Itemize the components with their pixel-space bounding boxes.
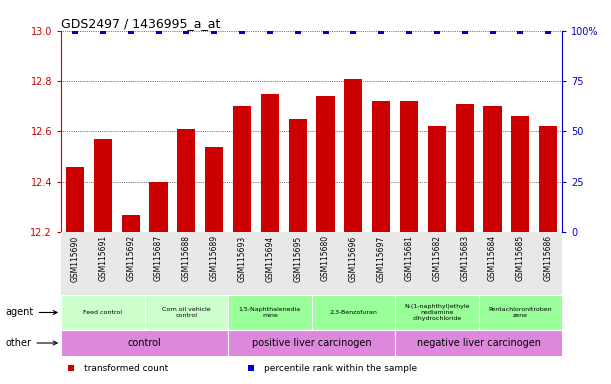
Text: 1,5-Naphthalenedia
mine: 1,5-Naphthalenedia mine (239, 307, 301, 318)
Text: N-(1-naphthyl)ethyle
nediamine
dihydrochloride: N-(1-naphthyl)ethyle nediamine dihydroch… (404, 304, 470, 321)
Text: positive liver carcinogen: positive liver carcinogen (252, 338, 371, 348)
Bar (395, 330, 562, 356)
Text: Pentachloronitroben
zene: Pentachloronitroben zene (489, 307, 552, 318)
Bar (150, 182, 167, 232)
Bar (177, 129, 196, 232)
Bar (66, 167, 84, 232)
Text: control: control (128, 338, 161, 348)
Text: GSM115684: GSM115684 (488, 235, 497, 281)
Text: Feed control: Feed control (83, 310, 122, 315)
Bar (61, 295, 145, 330)
Bar (288, 119, 307, 232)
Text: GSM115683: GSM115683 (460, 235, 469, 281)
Text: GSM115685: GSM115685 (516, 235, 525, 281)
Bar (400, 101, 418, 232)
Bar (345, 79, 362, 232)
Bar (145, 295, 228, 330)
Text: GSM115689: GSM115689 (210, 235, 219, 281)
Bar (511, 116, 529, 232)
Bar (428, 126, 446, 232)
Text: GSM115696: GSM115696 (349, 235, 358, 281)
Text: transformed count: transformed count (84, 364, 168, 373)
Text: GSM115686: GSM115686 (544, 235, 553, 281)
Text: GSM115692: GSM115692 (126, 235, 135, 281)
Text: GSM115693: GSM115693 (238, 235, 246, 281)
Bar (478, 295, 562, 330)
Text: negative liver carcinogen: negative liver carcinogen (417, 338, 541, 348)
Bar (228, 330, 395, 356)
Bar (205, 147, 223, 232)
Text: Corn oil vehicle
control: Corn oil vehicle control (162, 307, 211, 318)
Bar (94, 139, 112, 232)
Text: GSM115691: GSM115691 (98, 235, 108, 281)
Bar (316, 96, 335, 232)
Bar (483, 106, 502, 232)
Bar (122, 215, 140, 232)
Text: GSM115681: GSM115681 (404, 235, 414, 281)
Text: GSM115682: GSM115682 (433, 235, 441, 281)
Text: percentile rank within the sample: percentile rank within the sample (264, 364, 417, 373)
Bar (395, 295, 478, 330)
Bar (539, 126, 557, 232)
Text: GSM115688: GSM115688 (182, 235, 191, 281)
Bar (228, 295, 312, 330)
Bar (61, 330, 228, 356)
Bar (372, 101, 390, 232)
Text: GSM115694: GSM115694 (265, 235, 274, 281)
Text: GSM115697: GSM115697 (377, 235, 386, 281)
Bar (456, 104, 474, 232)
Text: agent: agent (5, 308, 57, 318)
Text: GSM115695: GSM115695 (293, 235, 302, 281)
Text: 2,3-Benzofuran: 2,3-Benzofuran (329, 310, 378, 315)
Text: GSM115680: GSM115680 (321, 235, 330, 281)
Text: GSM115687: GSM115687 (154, 235, 163, 281)
Text: GSM115690: GSM115690 (70, 235, 79, 281)
Bar (233, 106, 251, 232)
Text: GDS2497 / 1436995_a_at: GDS2497 / 1436995_a_at (61, 17, 221, 30)
Text: other: other (5, 338, 57, 348)
Bar (261, 94, 279, 232)
Bar (312, 295, 395, 330)
